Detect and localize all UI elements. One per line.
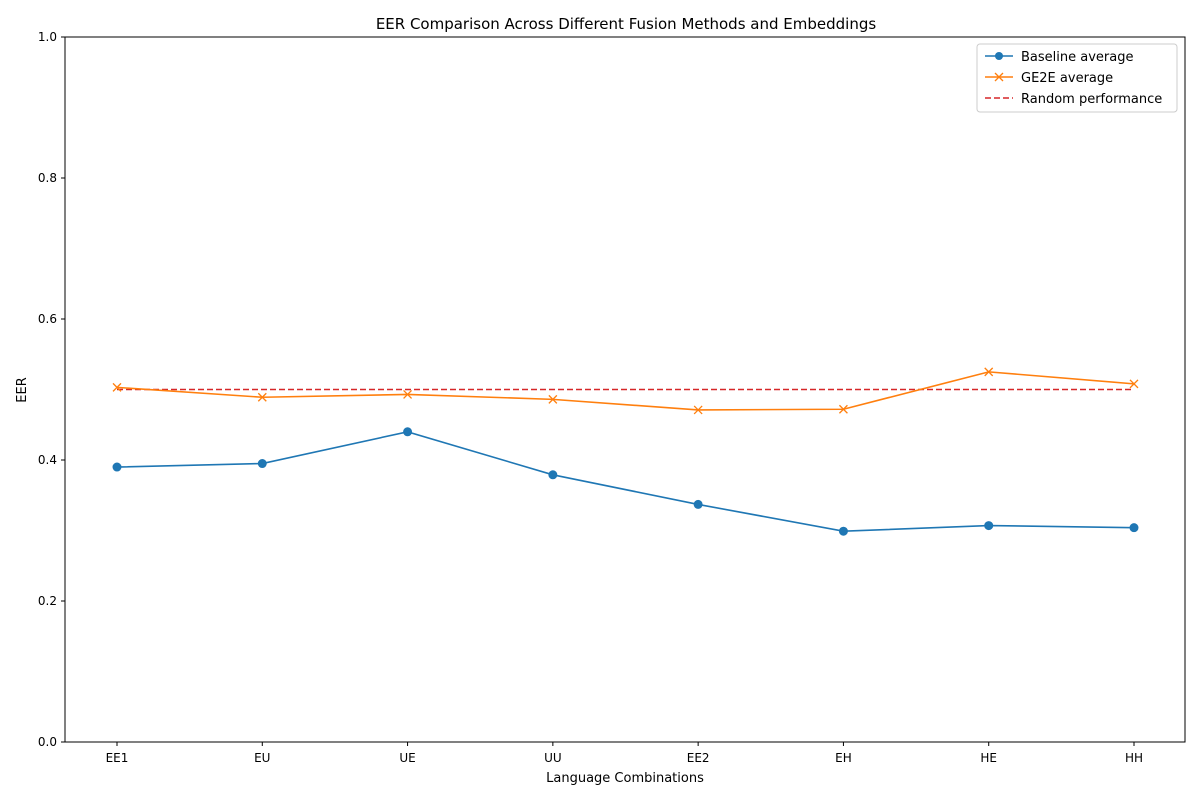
data-point (257, 459, 267, 469)
legend-label: Random performance (1021, 92, 1162, 107)
series-line-baseline-average (116, 430, 1135, 533)
legend-entry: Baseline average (985, 50, 1133, 65)
x-tick-label: EU (254, 751, 270, 765)
data-point (112, 382, 122, 392)
data-point-stroke (257, 392, 267, 402)
data-point (112, 462, 122, 472)
data-point (984, 521, 994, 531)
data-point (548, 394, 558, 404)
x-tick-label: EE1 (106, 751, 129, 765)
data-point (838, 404, 848, 414)
y-tick-label: 0.6 (38, 312, 57, 326)
y-tick-label: 0.0 (38, 735, 57, 749)
x-tick-label: UU (544, 751, 562, 765)
data-point-stroke (693, 405, 703, 415)
y-tick-label: 1.0 (38, 30, 57, 44)
data-point-stroke (984, 367, 994, 377)
y-axis-ticks: 0.0 0.2 0.4 0.6 0.8 1.0 (38, 30, 65, 749)
data-point-stroke (838, 404, 848, 414)
legend-label: GE2E average (1021, 71, 1113, 86)
y-axis-label: EER (15, 377, 30, 402)
legend-label: Baseline average (1021, 50, 1133, 65)
y-tick-label: 0.8 (38, 171, 57, 185)
x-tick-label: HE (980, 751, 997, 765)
x-axis-ticks: EE1 EU UE UU EE2 EH HE HH (106, 742, 1143, 765)
data-point (403, 389, 413, 399)
x-tick-label: UE (399, 751, 415, 765)
data-point-stroke (403, 389, 413, 399)
y-tick-label: 0.2 (38, 594, 57, 608)
data-point (693, 499, 703, 509)
series-line-ge2e-average (116, 371, 1135, 411)
chart-title: EER Comparison Across Different Fusion M… (376, 15, 877, 33)
x-axis-label: Language Combinations (546, 771, 704, 786)
legend-box (976, 43, 1178, 113)
data-point (257, 392, 267, 402)
data-point-stroke (1129, 379, 1139, 389)
legend-entry: GE2E average (985, 71, 1113, 86)
data-point-stroke (112, 382, 122, 392)
plot-area-frame (64, 36, 1186, 743)
data-point (403, 427, 413, 437)
data-point (984, 367, 994, 377)
x-tick-label: EH (835, 751, 852, 765)
data-point (1129, 523, 1139, 533)
data-point-stroke (548, 394, 558, 404)
y-tick-label: 0.4 (38, 453, 57, 467)
series-layer (112, 367, 1139, 536)
legend-entry: Random performance (985, 92, 1162, 107)
data-point (693, 405, 703, 415)
legend: Baseline average GE2E average Random perfo… (976, 43, 1178, 113)
data-point (838, 526, 848, 536)
data-point (1129, 379, 1139, 389)
x-tick-label: HH (1125, 751, 1143, 765)
data-point (548, 470, 558, 480)
legend-marker (994, 72, 1004, 82)
legend-marker (995, 52, 1003, 60)
x-tick-label: EE2 (687, 751, 710, 765)
